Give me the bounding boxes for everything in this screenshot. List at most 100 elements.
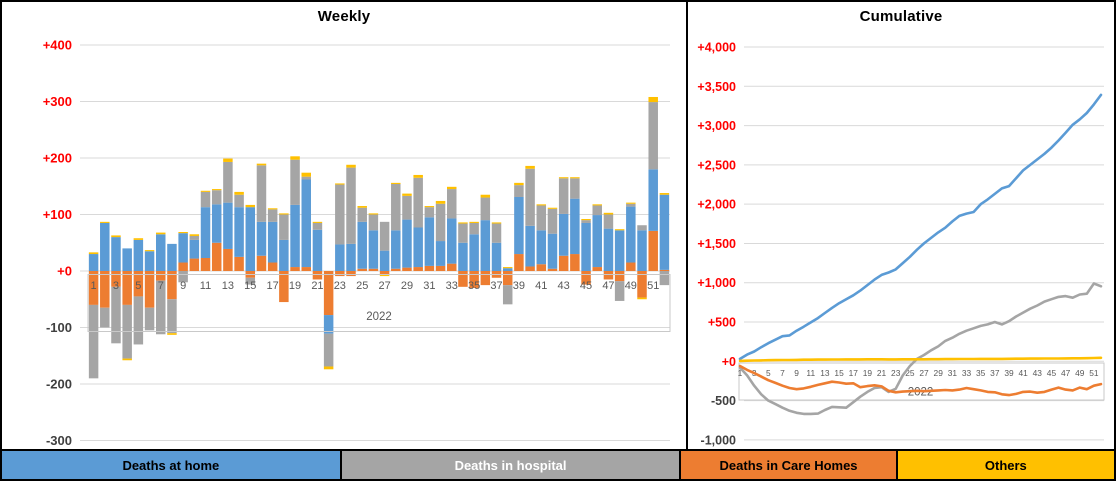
bar-week-10-home [189,239,200,259]
bar-week-30-hospital [413,177,423,228]
cumulative-xtick-label: 17 [849,368,859,378]
bar-week-17-hospital [267,209,278,222]
bar-week-29-home [402,219,412,268]
bar-week-39-hospital [514,185,524,197]
bar-week-28-hospital [391,183,401,231]
weekly-ytick-label: +200 [43,151,72,166]
weekly-xtick-label: 21 [311,280,323,292]
cumulative-ytick-label: +500 [708,316,736,330]
bar-week-26-hospital [368,214,379,231]
bar-week-41-home [536,230,547,265]
weekly-xtick-label: 11 [200,280,211,292]
bar-week-40-home [525,225,535,267]
cumulative-gridlines [744,46,1104,441]
bar-week-33-home [447,218,457,264]
cumulative-ytick-label: +0 [722,355,736,369]
cumulative-xtick-label: 27 [919,368,929,378]
bar-week-39-home [514,196,524,255]
bar-week-7-others [156,232,166,235]
bar-week-47-others [603,212,614,215]
bar-week-22-care_homes [323,271,334,316]
bar-week-13-care_homes [223,248,233,271]
bar-week-36-care_homes [480,271,491,286]
charts-row: Weekly +400 +300 +200 +100 +0 -100 -200 -300 1 3 5… [2,2,1114,449]
bar-week-21-care_homes [312,271,323,280]
cumulative-year-label: 2022 [908,387,934,399]
bar-week-42-others [547,207,558,209]
bar-week-11-care_homes [200,258,211,271]
bar-week-31-hospital [424,207,435,218]
bar-week-15-hospital [245,277,256,285]
bar-week-50-home [637,230,647,271]
cumulative-line-hospital [738,282,1103,416]
bar-week-7-care_homes [156,271,166,281]
bar-week-14-home [234,207,244,257]
bar-week-27-hospital [379,221,390,251]
bar-week-38-others [502,267,513,269]
bar-week-52-others [659,193,670,195]
bar-week-7-hospital [156,280,166,335]
bar-week-6-others [144,250,155,252]
weekly-ytick-label: +100 [43,207,72,222]
weekly-ytick-label: -300 [46,433,72,448]
bar-week-48-care_homes [614,271,625,282]
bar-week-46-others [592,204,602,206]
bar-week-51-home [648,169,658,231]
bar-week-22-hospital [323,333,334,367]
bar-week-4-home [122,248,132,271]
bar-week-23-care_homes [335,271,345,277]
legend-label: Deaths at home [122,457,220,473]
bar-week-9-others [178,232,188,234]
bar-week-6-home [144,251,155,271]
bar-week-17-others [267,208,278,210]
bar-week-52-hospital [659,271,670,286]
bar-week-45-home [581,222,591,271]
bar-week-1-others [88,252,99,255]
bar-week-17-care_homes [267,262,278,271]
bar-week-8-others [167,333,177,335]
legend-label: Deaths in Care Homes [719,457,858,473]
weekly-ytick-label: +300 [43,94,72,109]
weekly-xtick-label: 3 [113,280,119,292]
bar-week-12-others [211,189,222,191]
weekly-xtick-label: 7 [158,280,164,292]
weekly-panel: Weekly +400 +300 +200 +100 +0 -100 -200 -300 1 3 5… [2,2,686,449]
bar-week-18-others [279,213,289,215]
bar-week-20-care_homes [301,267,311,271]
cumulative-axis-labels: +4,000 +3,500 +3,000 +2,500 +2,000 +1,500 +1,0… [697,41,1105,447]
bar-week-5-home [133,239,144,271]
bar-week-40-hospital [525,168,535,226]
cumulative-xtick-label: 43 [1033,368,1043,378]
cumulative-xtick-label: 47 [1061,368,1071,378]
bar-week-22-home [323,315,334,334]
bar-week-44-care_homes [570,254,580,271]
bar-week-31-home [424,217,435,266]
bar-week-31-others [424,206,435,208]
cumulative-chart-title: Cumulative [859,8,943,25]
bar-week-34-hospital [458,223,468,243]
bar-week-35-care_homes [469,271,479,288]
bar-week-37-others [491,222,502,224]
bar-week-12-care_homes [211,242,222,271]
cumulative-ytick-label: +1,000 [697,276,736,290]
cumulative-xtick-label: 13 [820,368,830,378]
bar-week-34-care_homes [458,271,468,287]
cumulative-ytick-label: +1,500 [697,237,736,251]
cumulative-xtick-label: 45 [1047,368,1057,378]
bar-week-4-others [122,358,132,361]
cumulative-xtick-label: 7 [780,368,785,378]
bar-week-35-hospital [469,222,479,235]
cumulative-xtick-label: 35 [976,368,986,378]
bar-week-50-care_homes [637,271,647,298]
cumulative-xtick-label: 1 [738,368,743,378]
bar-week-2-home [100,222,110,271]
cumulative-ytick-label: +4,000 [697,41,736,55]
weekly-xtick-label: 33 [446,280,458,292]
cumulative-ytick-label: -500 [711,394,736,408]
bar-week-49-care_homes [626,262,636,271]
bar-week-46-home [592,215,602,268]
cumulative-xtick-label: 41 [1018,368,1028,378]
bar-week-35-others [469,221,479,223]
